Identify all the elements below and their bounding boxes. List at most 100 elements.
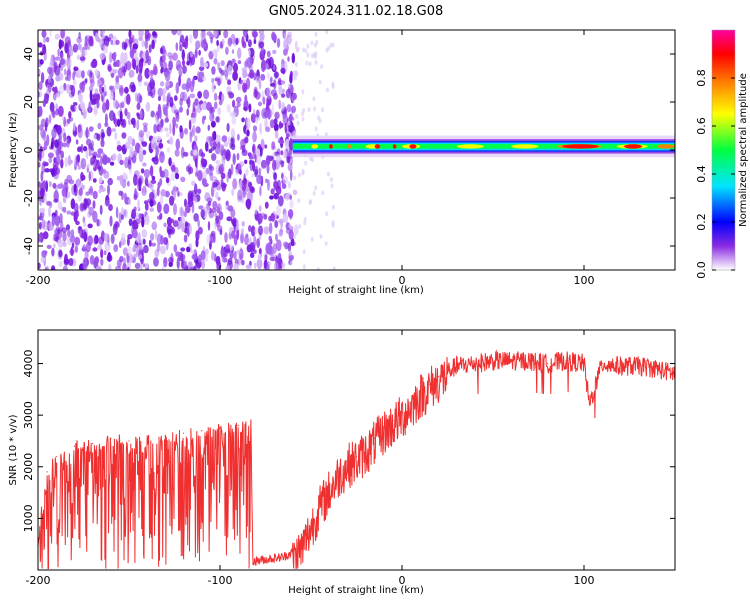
snr-point <box>456 365 458 367</box>
noise-mark <box>140 168 145 174</box>
noise-mark <box>239 181 243 189</box>
noise-mark <box>197 91 203 99</box>
noise-mark <box>111 128 117 132</box>
noise-mark <box>287 31 293 38</box>
noise-mark <box>246 129 250 137</box>
noise-mark <box>159 245 166 255</box>
noise-mark <box>248 103 252 113</box>
noise-mark <box>266 72 270 79</box>
noise-mark <box>150 233 155 241</box>
noise-mark <box>138 254 143 260</box>
noise-mark <box>278 99 282 110</box>
noise-mark <box>197 71 200 80</box>
noise-mark <box>314 31 318 37</box>
colorbar: 0.0 0.2 0.4 0.6 0.8 Normalized spectral ampl… <box>695 29 749 279</box>
noise-mark <box>194 157 198 168</box>
snr-point <box>474 362 476 365</box>
noise-mark <box>94 88 99 95</box>
noise-mark <box>319 234 323 239</box>
noise-mark <box>202 76 207 82</box>
snr-point <box>419 391 421 393</box>
noise-mark <box>191 180 196 186</box>
noise-mark <box>109 161 115 166</box>
noise-mark <box>159 178 163 186</box>
noise-mark <box>256 258 263 270</box>
noise-mark <box>171 30 178 36</box>
noise-mark <box>191 128 194 138</box>
noise-mark <box>241 221 245 227</box>
noise-mark <box>270 89 277 97</box>
snr-point <box>619 365 622 367</box>
noise-mark <box>202 62 209 68</box>
noise-mark <box>92 178 97 183</box>
noise-mark <box>280 93 286 98</box>
noise-mark <box>77 43 82 51</box>
noise-mark <box>276 204 281 217</box>
noise-mark <box>70 246 74 257</box>
noise-mark <box>254 91 261 100</box>
noise-mark <box>240 232 244 244</box>
noise-mark <box>202 170 207 180</box>
noise-mark <box>287 83 291 89</box>
noise-mark <box>161 88 167 95</box>
noise-mark <box>172 220 179 228</box>
noise-mark <box>54 209 58 216</box>
noise-mark <box>94 108 98 115</box>
noise-mark <box>105 157 111 164</box>
noise-mark <box>52 243 56 249</box>
noise-mark <box>38 149 42 162</box>
noise-mark <box>214 77 219 82</box>
noise-mark <box>174 149 180 157</box>
noise-mark <box>137 180 142 192</box>
noise-mark <box>70 198 76 210</box>
snr-series-line <box>38 349 675 570</box>
noise-mark <box>223 30 229 39</box>
noise-mark <box>269 222 273 235</box>
snr-point <box>283 559 285 561</box>
snr-point <box>528 360 531 362</box>
noise-mark <box>42 99 47 108</box>
noise-mark <box>189 266 195 270</box>
noise-mark <box>157 121 163 131</box>
noise-mark <box>147 91 154 97</box>
noise-mark <box>66 224 70 231</box>
noise-mark <box>320 64 324 70</box>
noise-mark <box>316 267 320 270</box>
noise-mark <box>237 189 243 201</box>
noise-mark <box>112 153 117 161</box>
noise-mark <box>298 224 302 229</box>
snr-point <box>428 383 430 385</box>
noise-mark <box>181 223 185 233</box>
noise-mark <box>88 85 94 93</box>
snr-point <box>446 370 449 372</box>
noise-mark <box>93 134 97 140</box>
noise-mark <box>99 52 106 60</box>
noise-mark <box>208 136 213 142</box>
noise-mark <box>177 190 180 197</box>
noise-mark <box>163 203 170 215</box>
noise-mark <box>46 93 50 99</box>
noise-mark <box>90 60 97 68</box>
noise-mark <box>138 213 142 220</box>
noise-mark <box>263 226 270 235</box>
noise-mark <box>298 172 301 178</box>
noise-mark <box>47 66 52 74</box>
noise-mark <box>253 108 256 115</box>
noise-mark <box>247 152 252 157</box>
noise-mark <box>189 51 194 58</box>
noise-mark <box>331 204 335 210</box>
noise-mark <box>48 114 52 124</box>
noise-mark <box>273 123 279 132</box>
noise-mark <box>81 184 86 190</box>
noise-mark <box>216 203 222 215</box>
noise-mark <box>200 56 204 68</box>
noise-mark <box>100 138 105 148</box>
noise-mark <box>110 72 115 79</box>
spectrogram-ytick-label: 40 <box>22 47 35 61</box>
noise-mark <box>278 160 285 165</box>
noise-mark <box>136 248 139 256</box>
noise-mark <box>211 153 217 162</box>
noise-mark <box>273 181 279 191</box>
noise-mark <box>281 172 284 180</box>
